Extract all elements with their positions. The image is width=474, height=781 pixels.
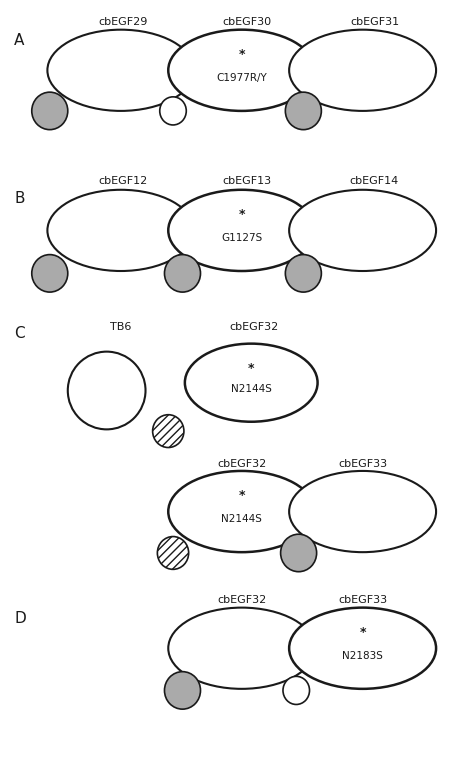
Text: cbEGF32: cbEGF32 — [217, 458, 266, 469]
Ellipse shape — [168, 608, 315, 689]
Text: C1977R/Y: C1977R/Y — [216, 73, 267, 83]
Text: *: * — [238, 48, 245, 61]
Ellipse shape — [164, 672, 201, 709]
Text: N2144S: N2144S — [231, 384, 272, 394]
Text: *: * — [248, 362, 255, 375]
Text: cbEGF33: cbEGF33 — [338, 595, 387, 605]
Ellipse shape — [157, 537, 189, 569]
Text: cbEGF29: cbEGF29 — [99, 17, 148, 27]
Ellipse shape — [285, 92, 321, 130]
Ellipse shape — [289, 30, 436, 111]
Text: cbEGF32: cbEGF32 — [217, 595, 266, 605]
Text: D: D — [14, 611, 26, 626]
Ellipse shape — [281, 534, 317, 572]
Ellipse shape — [32, 255, 68, 292]
Text: cbEGF33: cbEGF33 — [338, 458, 387, 469]
Ellipse shape — [289, 190, 436, 271]
Ellipse shape — [168, 190, 315, 271]
Text: *: * — [359, 626, 366, 639]
Text: cbEGF32: cbEGF32 — [229, 322, 278, 332]
Ellipse shape — [68, 351, 146, 430]
Ellipse shape — [168, 471, 315, 552]
Ellipse shape — [289, 471, 436, 552]
Text: *: * — [238, 490, 245, 502]
Ellipse shape — [164, 255, 201, 292]
Text: TB6: TB6 — [110, 322, 132, 332]
Ellipse shape — [47, 30, 194, 111]
Text: B: B — [14, 191, 25, 206]
Ellipse shape — [160, 97, 186, 125]
Ellipse shape — [185, 344, 318, 422]
Text: N2144S: N2144S — [221, 515, 262, 524]
Ellipse shape — [289, 608, 436, 689]
Ellipse shape — [153, 415, 184, 448]
Text: *: * — [238, 209, 245, 221]
Ellipse shape — [32, 92, 68, 130]
Ellipse shape — [47, 190, 194, 271]
Ellipse shape — [285, 255, 321, 292]
Text: cbEGF14: cbEGF14 — [350, 176, 399, 186]
Text: N2183S: N2183S — [342, 651, 383, 661]
Text: A: A — [14, 33, 25, 48]
Text: cbEGF12: cbEGF12 — [99, 176, 148, 186]
Text: cbEGF31: cbEGF31 — [350, 17, 399, 27]
Ellipse shape — [283, 676, 310, 704]
Text: C: C — [14, 326, 25, 341]
Text: G1127S: G1127S — [221, 234, 263, 243]
Text: cbEGF30: cbEGF30 — [222, 17, 271, 27]
Ellipse shape — [168, 30, 315, 111]
Text: cbEGF13: cbEGF13 — [222, 176, 271, 186]
